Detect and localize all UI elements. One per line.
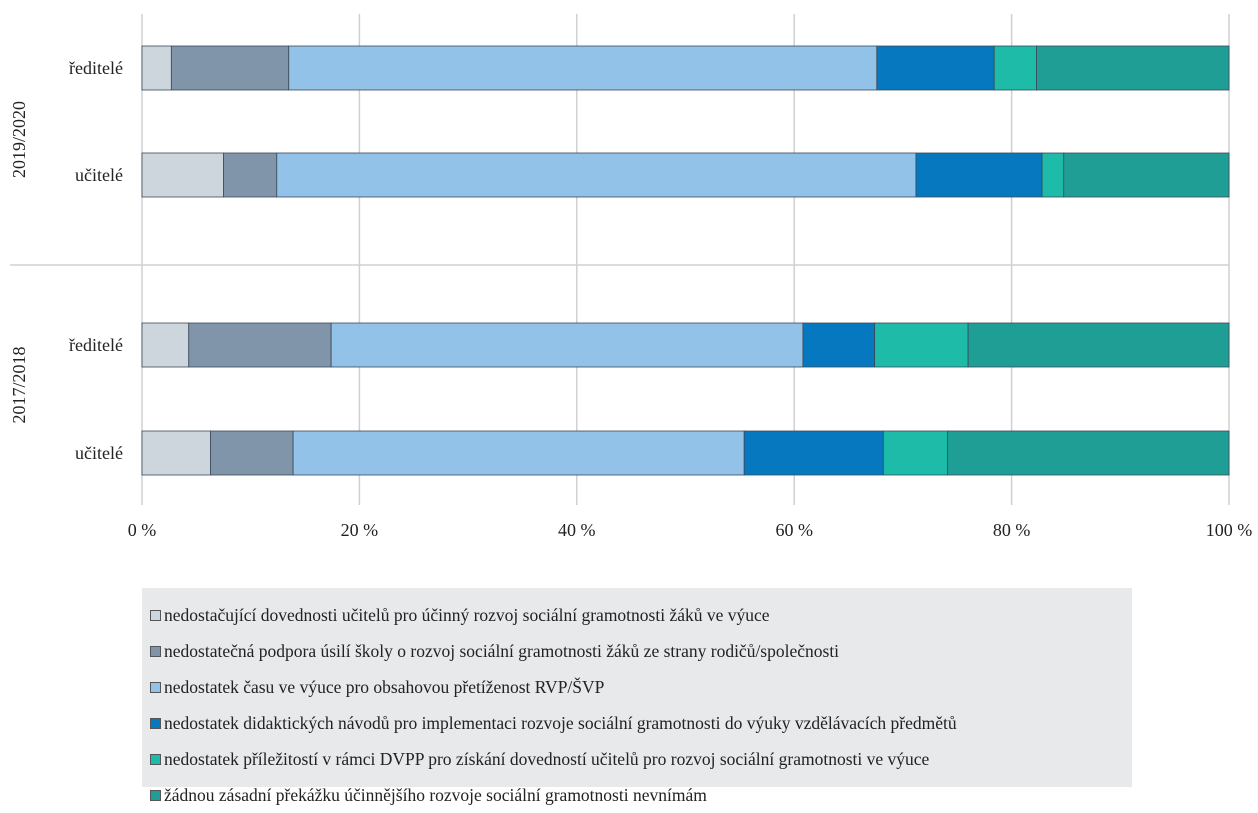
bar-segment [876, 45, 995, 91]
legend-label: nedostatek příležitostí v rámci DVPP pro… [164, 748, 930, 769]
legend-label: nedostatek času ve výuce pro obsahovou p… [164, 676, 605, 697]
legend-item: nedostatek didaktických návodů pro imple… [150, 705, 1132, 741]
legend-label: nedostatek didaktických návodů pro imple… [164, 712, 957, 733]
bars [141, 45, 1230, 476]
gridlines [10, 14, 1230, 505]
bar-segment [330, 322, 804, 368]
bar-segment [210, 430, 294, 476]
x-tick-label: 60 % [775, 520, 813, 540]
category-label: ředitelé [69, 335, 123, 355]
bar-segment [292, 430, 745, 476]
bar-segment [141, 430, 211, 476]
stacked-bar-chart: 0 % 20 % 40 % 60 % 80 % 100 % 2019/2020 ředitel… [9, 14, 1252, 540]
legend-swatch [150, 789, 161, 801]
bar-segment [188, 322, 332, 368]
bar-segment [141, 45, 172, 91]
axis-labels: 0 % 20 % 40 % 60 % 80 % 100 % 2019/2020 ředitel… [9, 58, 1252, 540]
legend: nedostačující dovednosti učitelů pro úči… [142, 588, 1132, 805]
category-label: ředitelé [69, 58, 123, 78]
bar-segment [288, 45, 878, 91]
bar-segment [743, 430, 884, 476]
bar-segment [947, 430, 1230, 476]
legend-swatch [150, 753, 161, 765]
bar-segment [223, 152, 278, 198]
legend-swatch [150, 717, 161, 729]
bar-segment [170, 45, 290, 91]
bar-segment [1041, 152, 1065, 198]
legend-swatch [150, 645, 161, 657]
legend-item: nedostatek příležitostí v rámci DVPP pro… [150, 741, 1132, 777]
legend-item: nedostatečná podpora úsilí školy o rozvo… [150, 633, 1132, 669]
bar-segment [141, 152, 224, 198]
bar-segment [276, 152, 917, 198]
category-label: učitelé [75, 443, 123, 463]
x-tick-label: 0 % [128, 520, 157, 540]
legend-label: nedostačující dovednosti učitelů pro úči… [164, 604, 770, 625]
bar-segment [993, 45, 1038, 91]
bar-segment [1036, 45, 1230, 91]
bar-segment [967, 322, 1230, 368]
bar-segment [915, 152, 1043, 198]
legend-item: žádnou zásadní překážku účinnějšího rozv… [150, 777, 1132, 813]
legend-item: nedostačující dovednosti učitelů pro úči… [150, 597, 1132, 633]
legend-label: nedostatečná podpora úsilí školy o rozvo… [164, 640, 840, 661]
group-label: 2019/2020 [9, 101, 29, 178]
legend-label: žádnou zásadní překážku účinnějšího rozv… [164, 784, 707, 805]
bar-segment [874, 322, 969, 368]
x-tick-label: 80 % [993, 520, 1031, 540]
bar-segment [141, 322, 190, 368]
bar-segment [1063, 152, 1230, 198]
legend-item: nedostatek času ve výuce pro obsahovou p… [150, 669, 1132, 705]
group-label: 2017/2018 [9, 346, 29, 423]
bar-segment [882, 430, 948, 476]
bar-segment [802, 322, 876, 368]
x-tick-label: 20 % [341, 520, 379, 540]
legend-swatch [150, 609, 161, 621]
x-tick-label: 100 % [1206, 520, 1253, 540]
x-tick-label: 40 % [558, 520, 596, 540]
legend-swatch [150, 681, 161, 693]
category-label: učitelé [75, 165, 123, 185]
